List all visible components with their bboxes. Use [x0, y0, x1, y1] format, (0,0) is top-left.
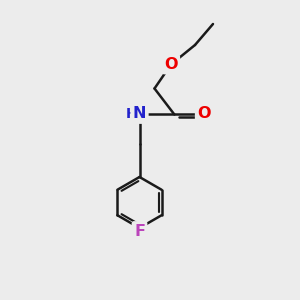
- Text: N: N: [133, 106, 146, 122]
- Text: O: O: [164, 57, 178, 72]
- Text: F: F: [134, 224, 145, 238]
- Text: O: O: [197, 106, 211, 122]
- Text: H: H: [126, 107, 137, 121]
